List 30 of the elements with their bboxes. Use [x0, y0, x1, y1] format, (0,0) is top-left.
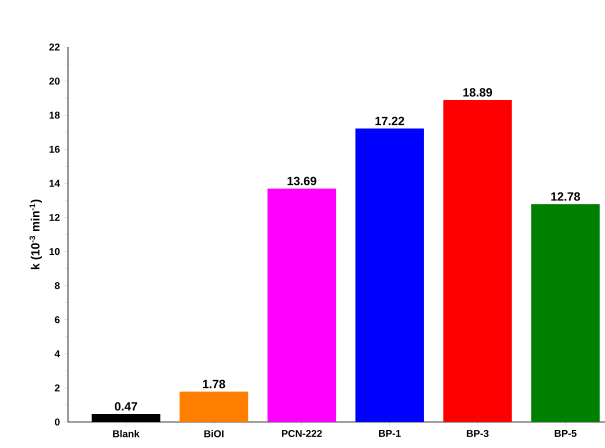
x-tick-label: BP-1 [379, 430, 401, 437]
data-label: 1.78 [203, 380, 226, 388]
y-tick-label: 2 [54, 384, 60, 392]
bar [180, 392, 248, 422]
data-label: 17.22 [375, 116, 404, 126]
y-tick-label: 18 [50, 112, 60, 119]
bar [531, 204, 600, 422]
data-label: 12.78 [551, 192, 580, 201]
x-tick-label: Blank [113, 430, 140, 438]
x-tick-label: PCN-222 [282, 430, 322, 438]
bar [268, 188, 336, 422]
data-label: 13.69 [288, 176, 316, 186]
y-tick-label: 16 [50, 146, 60, 153]
y-tick-label: 12 [50, 214, 60, 221]
y-tick-label: 22 [49, 44, 60, 50]
x-tick-label: BP-5 [554, 430, 577, 437]
y-tick-label: 4 [54, 350, 60, 358]
y-tick-label: 14 [50, 180, 60, 187]
y-tick-label: 20 [49, 78, 60, 85]
y-tick-label: 10 [50, 248, 60, 256]
data-label: 0.47 [114, 402, 138, 411]
y-tick-label: 8 [54, 282, 60, 290]
y-tick-label: 6 [54, 316, 60, 324]
y-tick-label: 0 [54, 418, 60, 426]
bar [443, 100, 512, 422]
data-label: 18.89 [463, 88, 492, 97]
y-axis-title: k (10$^{-3}$ min$^{-1}$) [30, 200, 42, 270]
x-tick-label: BiOI [204, 430, 224, 438]
bar [355, 128, 424, 422]
x-tick-label: BP-3 [466, 430, 489, 438]
